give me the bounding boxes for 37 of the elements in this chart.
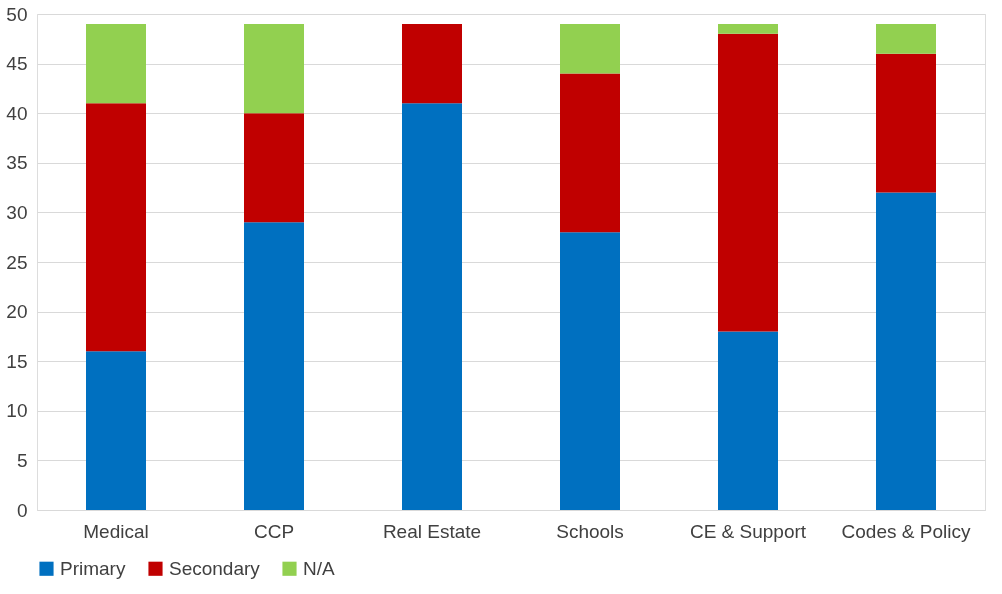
legend-label: N/A: [303, 557, 335, 579]
bar: [244, 222, 304, 510]
bar: [244, 113, 304, 223]
bar: [86, 351, 146, 510]
bar: [876, 23, 936, 54]
legend-label: Secondary: [169, 557, 261, 579]
bar: [86, 103, 146, 352]
x-tick-label: Real Estate: [382, 520, 482, 542]
x-tick-label: CE & Support: [689, 520, 807, 542]
x-tick-label: Medical: [83, 520, 149, 542]
y-tick-label: 15: [6, 350, 28, 372]
y-tick-label: 50: [6, 3, 28, 25]
bar: [244, 23, 304, 114]
bar: [86, 23, 146, 104]
bar: [718, 33, 778, 332]
y-tick-label: 35: [6, 152, 28, 174]
y-tick-label: 30: [6, 201, 28, 223]
bar: [718, 23, 778, 34]
legend-label: Primary: [60, 557, 126, 579]
y-tick-label: 0: [16, 499, 28, 521]
y-tick-label: 40: [6, 102, 28, 124]
y-tick-label: 25: [6, 251, 28, 273]
x-tick-label: CCP: [253, 520, 295, 542]
bar: [560, 23, 620, 74]
y-tick-label: 10: [6, 400, 28, 422]
bar: [876, 53, 936, 193]
bar: [718, 331, 778, 510]
bar: [402, 103, 462, 510]
bar: [560, 232, 620, 510]
x-tick-label: Schools: [556, 520, 624, 542]
bar: [876, 192, 936, 510]
y-tick-label: 20: [6, 301, 28, 323]
bar: [560, 73, 620, 233]
x-tick-label: Codes & Policy: [841, 520, 971, 542]
bar: [402, 23, 462, 104]
y-tick-label: 45: [6, 53, 28, 75]
y-tick-label: 5: [16, 449, 28, 471]
